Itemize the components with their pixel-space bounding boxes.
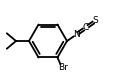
Text: Br: Br bbox=[58, 63, 68, 72]
Text: C: C bbox=[82, 23, 88, 32]
Text: N: N bbox=[72, 30, 79, 39]
Text: S: S bbox=[92, 16, 98, 25]
